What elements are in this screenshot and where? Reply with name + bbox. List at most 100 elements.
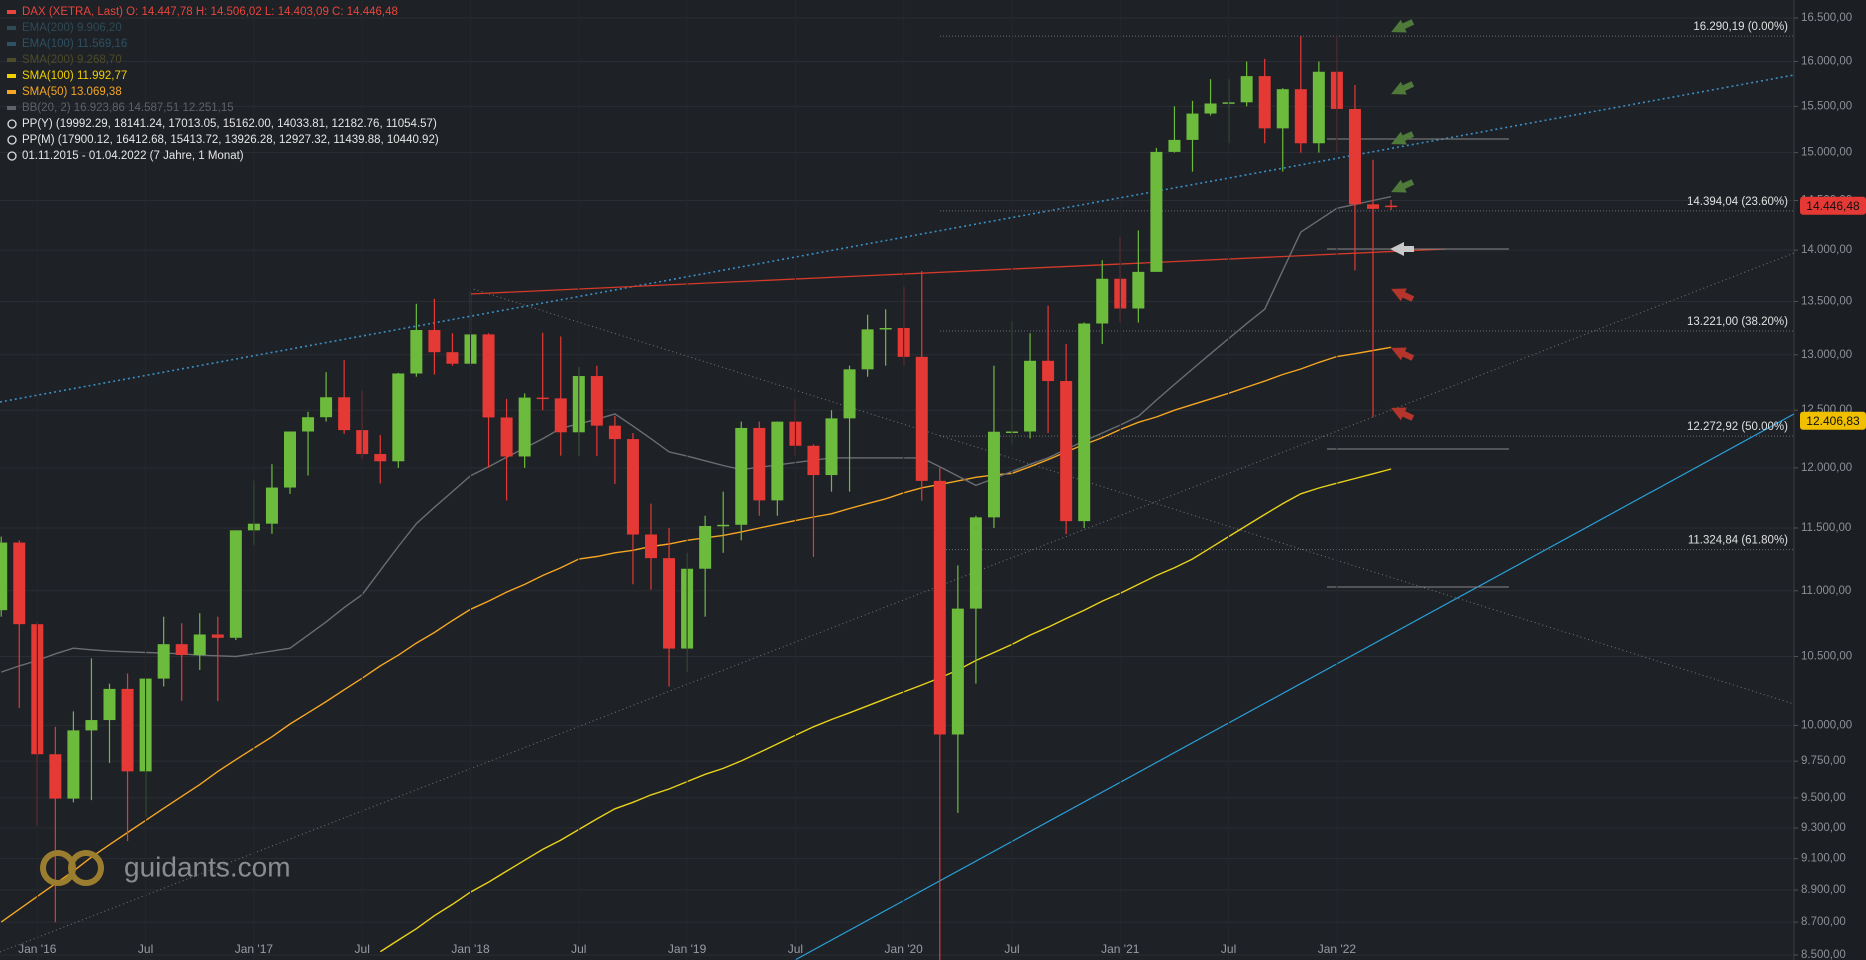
- fib-label: 16.290,19 (0.00%): [1693, 21, 1788, 33]
- x-axis: Jan '16 Jul Jan '17 Jul Jan '18 Jul Jan '19 Jul…: [18, 0, 1356, 960]
- x-tick-label: Jan '18: [451, 942, 490, 956]
- legend-icon: [7, 42, 16, 46]
- candle-body: [590, 376, 603, 426]
- arrow: [1391, 179, 1415, 193]
- candle-body: [1367, 204, 1379, 209]
- candle-body: [717, 524, 730, 527]
- candle-body: [1150, 151, 1163, 272]
- price-tag-label: 14.446,48: [1806, 199, 1860, 213]
- x-tick-label: Jul: [788, 942, 803, 956]
- indicators: [0, 195, 1392, 953]
- arrow: [1391, 288, 1415, 302]
- y-tick-label: 16.000,00: [1801, 56, 1852, 68]
- legend-entry: EMA(200) 9.906,20: [22, 22, 122, 34]
- candle-body: [969, 517, 982, 609]
- x-tick-label: Jul: [355, 942, 370, 956]
- legend-entry: DAX (XETRA, Last) O: 14.447,78 H: 14.506…: [22, 6, 398, 18]
- signal-arrows: [1390, 19, 1415, 421]
- fib-label: 14.394,04 (23.60%): [1687, 196, 1788, 208]
- y-tick-label: 15.500,00: [1801, 100, 1852, 112]
- x-tick-label: Jan '21: [1101, 942, 1140, 956]
- x-tick-label: Jul: [138, 942, 153, 956]
- x-tick-label: Jan '20: [885, 942, 924, 956]
- legend-icon: [7, 10, 16, 14]
- candle-body: [13, 542, 26, 625]
- candle-body: [645, 534, 657, 559]
- candle-body: [1312, 71, 1325, 144]
- candle-body: [500, 417, 513, 457]
- candle-body: [879, 327, 892, 330]
- y-tick-label: 10.500,00: [1801, 651, 1852, 663]
- arrow: [1391, 81, 1415, 95]
- trend-line: [469, 248, 1447, 295]
- candle-body: [175, 644, 188, 656]
- candle-body: [338, 397, 351, 431]
- y-tick-label: 12.000,00: [1801, 462, 1852, 474]
- y-tick-label: 9.750,00: [1801, 755, 1846, 767]
- legend-icon: [7, 119, 17, 129]
- price-tag-label: 12.406,83: [1806, 414, 1860, 428]
- candle-body: [735, 427, 748, 525]
- arrow: [1391, 407, 1415, 421]
- grid: [0, 17, 1794, 956]
- candle-body: [554, 398, 567, 433]
- candle-body: [320, 397, 333, 418]
- trend-line: [0, 252, 1794, 953]
- candle-body: [1240, 76, 1253, 103]
- arrow: [1391, 131, 1415, 145]
- candle-body: [1042, 360, 1055, 382]
- indicator-line: [379, 468, 1392, 953]
- legend-entry: PP(Y) (19992.29, 18141.24, 17013.05, 151…: [22, 118, 437, 130]
- candle-body: [284, 431, 296, 488]
- candle-body: [699, 526, 712, 569]
- y-tick-label: 8.900,00: [1801, 884, 1846, 896]
- candle-body: [915, 356, 928, 481]
- candle-body: [1060, 381, 1073, 522]
- y-tick-label: 11.000,00: [1801, 585, 1851, 597]
- candle-body: [482, 334, 495, 418]
- y-axis: 16.500,0016.000,0015.500,0015.000,0014.5…: [1794, 12, 1852, 960]
- candle-body: [392, 373, 405, 462]
- candle-body: [1258, 76, 1271, 129]
- candle-body: [1294, 89, 1307, 144]
- fib-label: 11.324,84 (61.80%): [1688, 535, 1788, 547]
- y-tick-label: 16.500,00: [1801, 12, 1852, 24]
- indicator-line: [0, 346, 1392, 923]
- watermark: guidants.com: [40, 850, 291, 886]
- x-tick-label: Jul: [571, 942, 586, 956]
- y-tick-label: 8.700,00: [1801, 916, 1846, 928]
- x-tick-label: Jul: [1221, 942, 1236, 956]
- candle-body: [1276, 89, 1289, 129]
- price-tag: [1800, 411, 1866, 430]
- candle-body: [1132, 271, 1145, 309]
- candle-body: [85, 720, 98, 731]
- fib-label: 12.272,92 (50.00%): [1687, 421, 1788, 433]
- candle-body: [518, 397, 531, 457]
- candle-body: [265, 487, 278, 524]
- x-tick-label: Jan '17: [235, 942, 274, 956]
- candles: [0, 36, 1398, 960]
- y-tick-label: 15.000,00: [1801, 147, 1852, 159]
- candle-body: [211, 634, 224, 638]
- x-tick-label: Jan '19: [668, 942, 707, 956]
- candle-body: [608, 425, 621, 440]
- candle-body: [807, 445, 820, 476]
- candle-body: [951, 608, 964, 735]
- candle-body: [428, 330, 441, 353]
- legend-icon: [7, 106, 16, 110]
- legend-icon: [7, 151, 17, 161]
- legend-icon: [7, 58, 16, 62]
- drawings: [0, 74, 1794, 960]
- legend-icon: [7, 74, 16, 78]
- price-tag: [1800, 196, 1866, 215]
- fib-label: 13.221,00 (38.20%): [1687, 316, 1788, 328]
- trend-line: [794, 413, 1794, 960]
- arrow: [1391, 347, 1415, 361]
- logo: [68, 850, 104, 886]
- candle-body: [1385, 205, 1398, 208]
- candle-body: [771, 421, 784, 501]
- indicator-line: [0, 195, 1392, 673]
- candle-body: [67, 730, 80, 799]
